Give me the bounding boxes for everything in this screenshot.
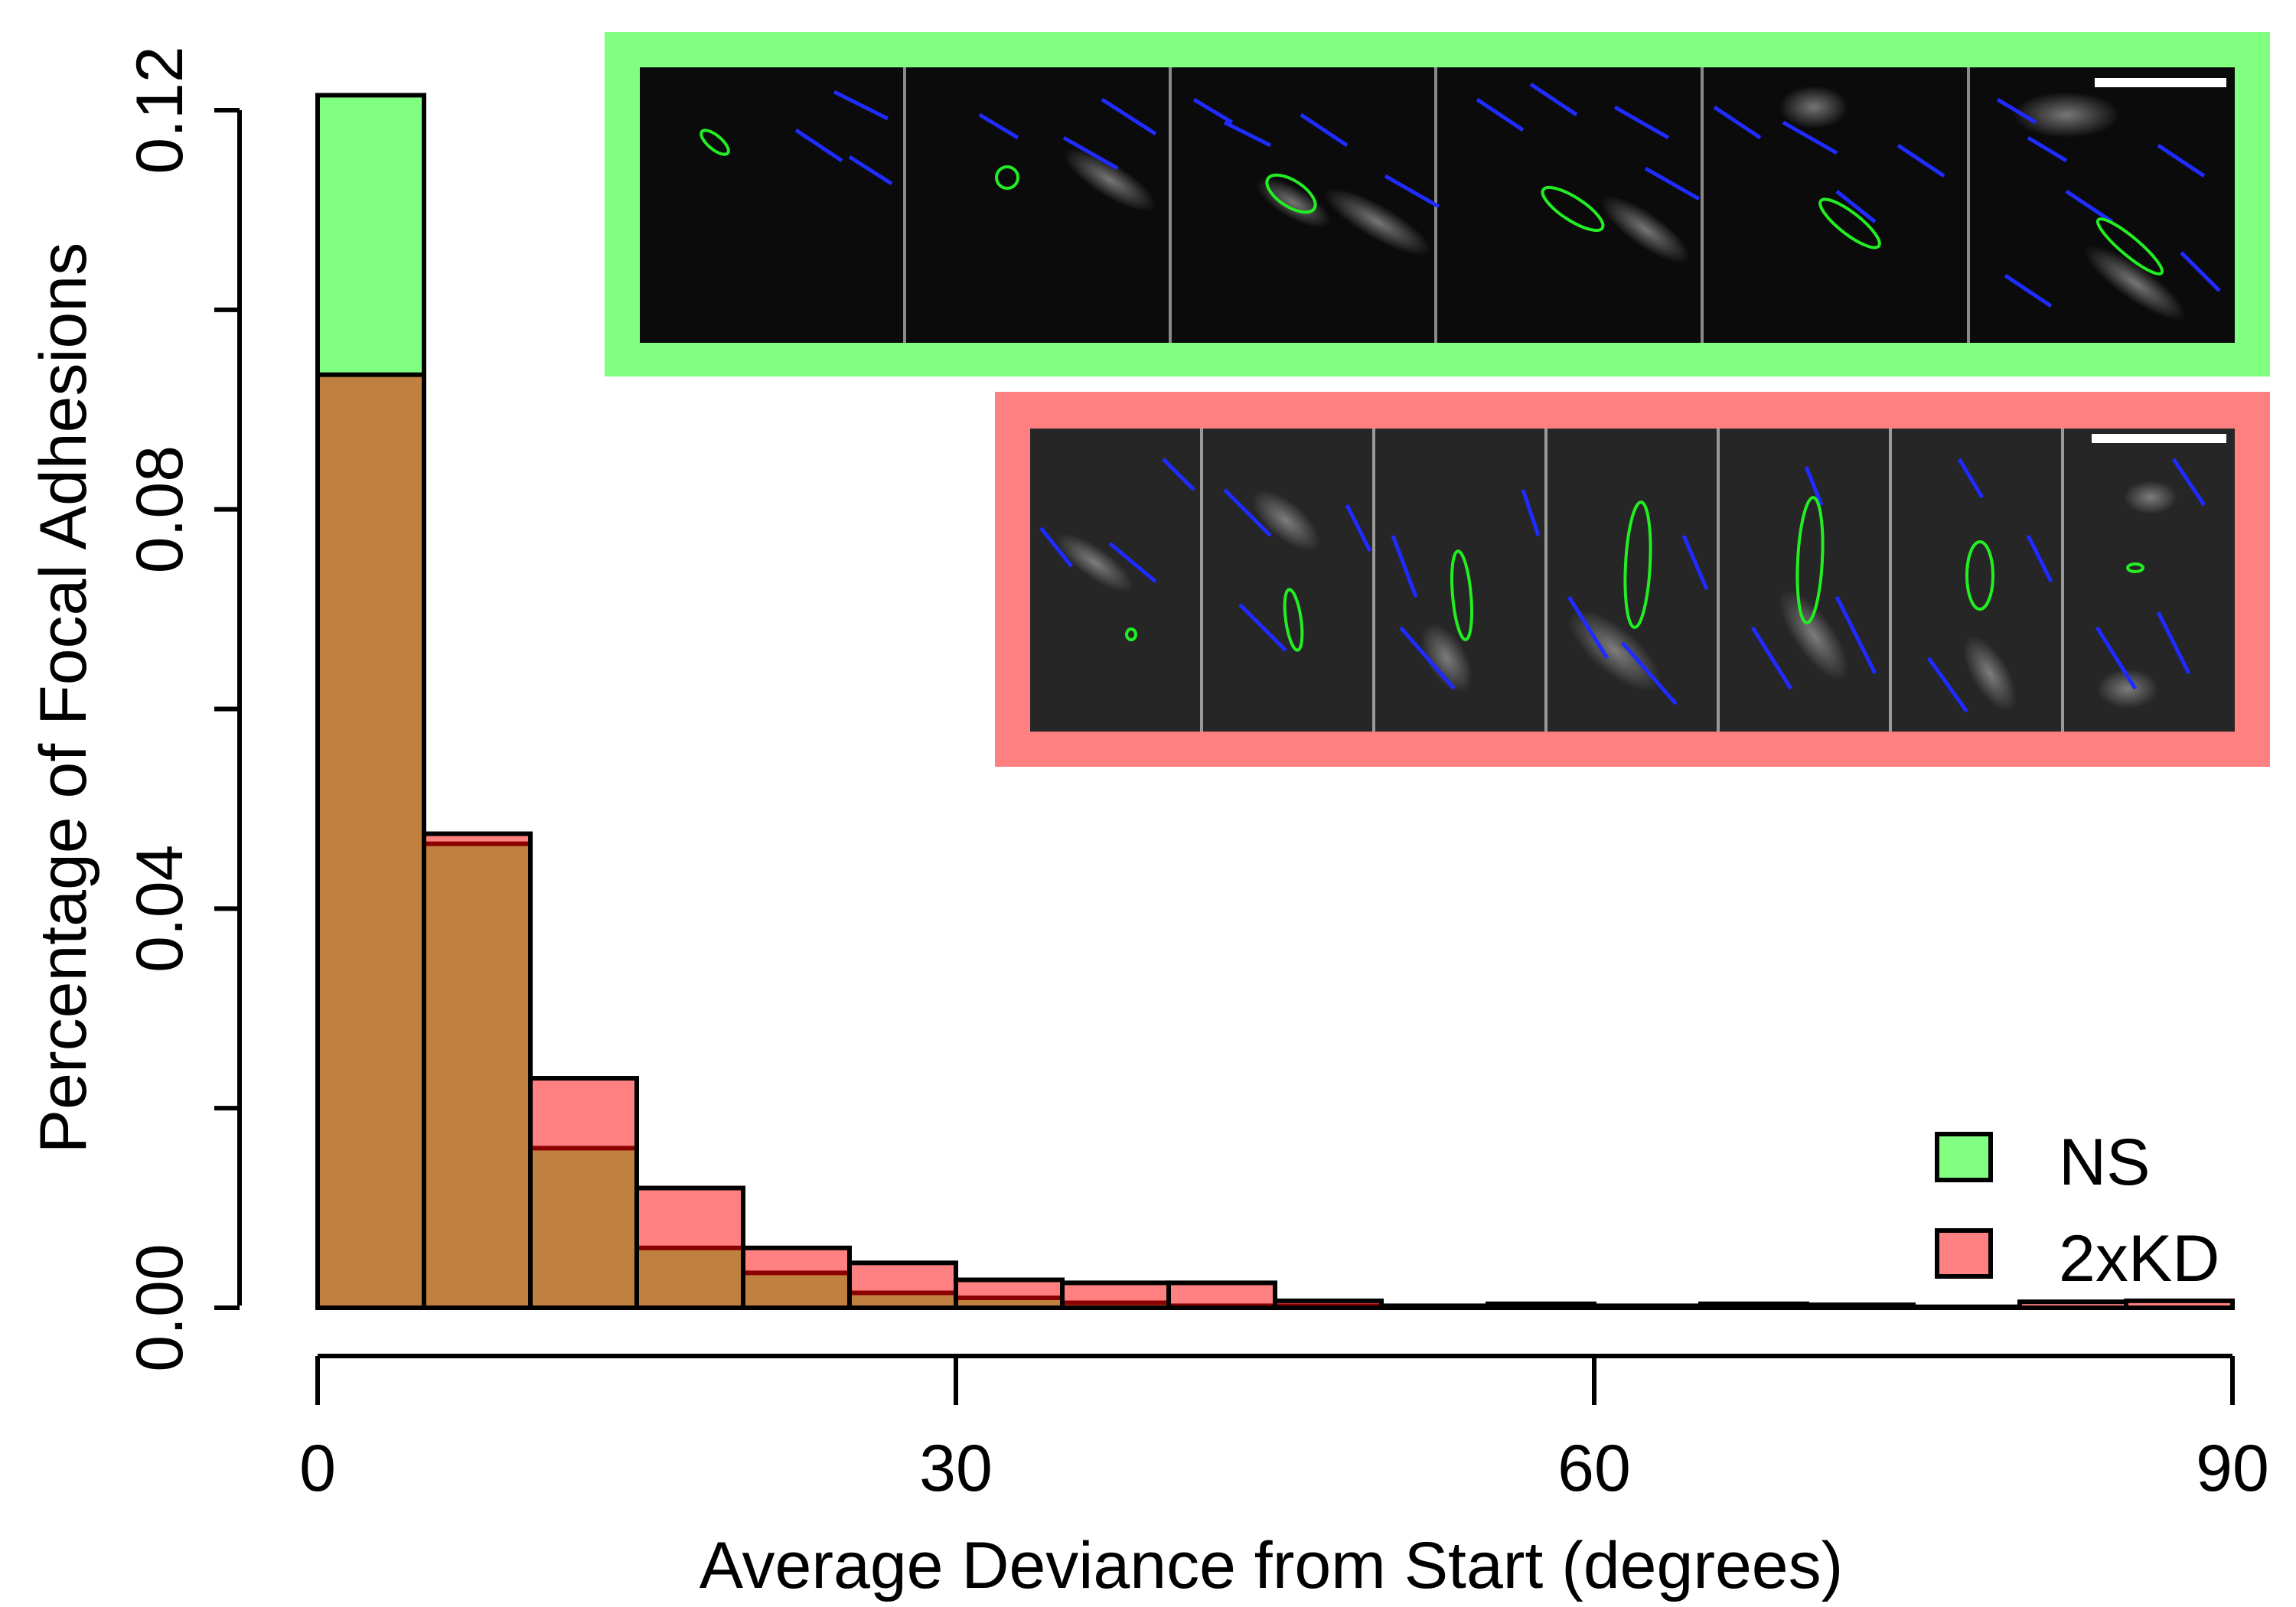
bar-overlap [424, 844, 530, 1308]
2xkd-timelapse-inset [995, 392, 2270, 767]
y-axis-label: Percentage of Focal Adhesions [27, 243, 100, 1153]
bar-2xkd [956, 1279, 1062, 1297]
bar-2xkd [637, 1188, 743, 1248]
bar-overlap [743, 1273, 850, 1308]
bar-outline [1594, 1305, 1701, 1308]
ns-timelapse-inset [605, 32, 2270, 376]
bar-overlap [637, 1248, 743, 1308]
y-tick-label: 0.00 [123, 1244, 197, 1371]
legend: NS 2xKD [1937, 1126, 2219, 1296]
legend-label-ns: NS [2059, 1126, 2150, 1199]
bar-outline [1701, 1304, 1807, 1308]
x-tick-label: 90 [2196, 1432, 2269, 1505]
2xkd-scale-bar [2092, 434, 2226, 443]
bar-outline [1381, 1305, 1488, 1308]
y-tick-label: 0.12 [123, 46, 197, 174]
y-axis: 0.00 0.04 0.08 0.12 [123, 46, 240, 1371]
legend-swatch-2xkd [1937, 1231, 1991, 1276]
bar-overlap [318, 375, 424, 1308]
y-tick-label: 0.08 [123, 445, 197, 573]
bar-2xkd [1062, 1283, 1169, 1302]
x-tick-label: 60 [1557, 1432, 1631, 1505]
x-tick-label: 0 [299, 1432, 336, 1505]
bar-outline [1488, 1304, 1594, 1308]
bar-outline [1913, 1307, 2020, 1308]
bar-2xkd [1169, 1283, 1275, 1305]
legend-label-2xkd: 2xKD [2059, 1222, 2219, 1296]
bar-ns [318, 95, 424, 374]
bar-2xkd [850, 1263, 956, 1292]
bar-2xkd [743, 1248, 850, 1273]
bar-2xkd [530, 1078, 637, 1148]
x-axis: 0 30 60 90 [299, 1356, 2269, 1505]
bar-overlap [530, 1148, 637, 1308]
y-tick-label: 0.04 [123, 845, 197, 973]
x-axis-label: Average Deviance from Start (degrees) [700, 1529, 1844, 1602]
legend-swatch-ns [1937, 1134, 1991, 1180]
x-tick-label: 30 [919, 1432, 993, 1505]
ns-scale-bar [2095, 78, 2226, 87]
bar-outline [1807, 1305, 1913, 1308]
